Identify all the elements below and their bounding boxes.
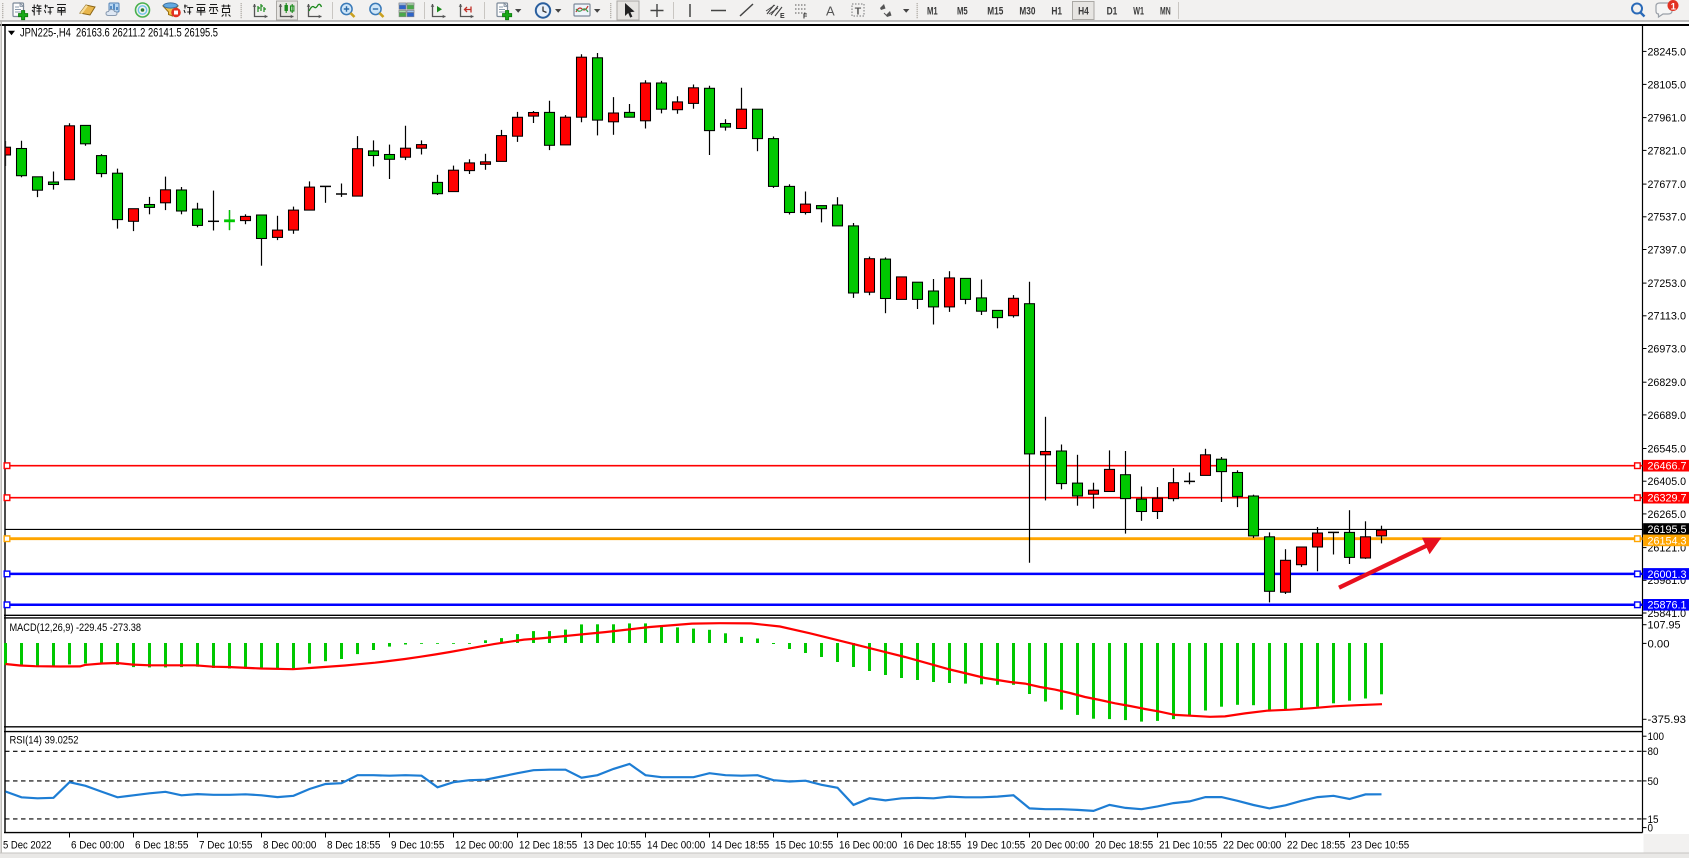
svg-text:MN: MN: [1160, 6, 1171, 18]
svg-text:26689.0: 26689.0: [1648, 410, 1687, 422]
svg-text:20 Dec 18:55: 20 Dec 18:55: [1095, 840, 1153, 852]
svg-text:5 Dec 2022: 5 Dec 2022: [3, 840, 52, 852]
svg-text:25876.1: 25876.1: [1648, 600, 1687, 612]
svg-text:26973.0: 26973.0: [1648, 343, 1687, 355]
svg-text:27253.0: 27253.0: [1648, 278, 1687, 290]
svg-text:22 Dec 00:00: 22 Dec 00:00: [1223, 840, 1281, 852]
svg-text:1: 1: [1671, 2, 1677, 13]
svg-text:MACD(12,26,9) -229.45 -273.38: MACD(12,26,9) -229.45 -273.38: [10, 622, 142, 634]
svg-text:26154.3: 26154.3: [1648, 535, 1687, 547]
svg-text:M1: M1: [927, 6, 938, 18]
svg-text:8 Dec 00:00: 8 Dec 00:00: [263, 840, 316, 852]
svg-text:F: F: [803, 14, 808, 21]
svg-text:26001.3: 26001.3: [1648, 569, 1687, 581]
svg-text:28105.0: 28105.0: [1648, 79, 1687, 91]
svg-text:80: 80: [1648, 746, 1659, 758]
svg-text:12 Dec 00:00: 12 Dec 00:00: [455, 840, 513, 852]
svg-text:27961.0: 27961.0: [1648, 113, 1687, 125]
svg-text:27821.0: 27821.0: [1648, 145, 1687, 157]
svg-text:107.95: 107.95: [1648, 620, 1681, 632]
svg-text:16 Dec 00:00: 16 Dec 00:00: [839, 840, 897, 852]
svg-text:19 Dec 10:55: 19 Dec 10:55: [967, 840, 1025, 852]
svg-text:13 Dec 10:55: 13 Dec 10:55: [583, 840, 641, 852]
svg-text:26829.0: 26829.0: [1648, 377, 1687, 389]
svg-text:6 Dec 18:55: 6 Dec 18:55: [135, 840, 188, 852]
svg-text:26466.7: 26466.7: [1648, 461, 1687, 473]
svg-text:100: 100: [1648, 731, 1665, 743]
svg-text:16 Dec 18:55: 16 Dec 18:55: [903, 840, 961, 852]
svg-text:25841.0: 25841.0: [1648, 608, 1687, 620]
svg-text:7 Dec 10:55: 7 Dec 10:55: [199, 840, 252, 852]
svg-text:22 Dec 18:55: 22 Dec 18:55: [1287, 840, 1345, 852]
svg-text:26545.0: 26545.0: [1648, 443, 1687, 455]
svg-text:JPN225-,H4 26163.6 26211.2 26: JPN225-,H4 26163.6 26211.2 26141.5 26195…: [20, 28, 218, 40]
svg-text:H4: H4: [1078, 6, 1089, 18]
svg-text:M5: M5: [957, 6, 968, 18]
svg-text:14 Dec 00:00: 14 Dec 00:00: [647, 840, 705, 852]
svg-text:6 Dec 00:00: 6 Dec 00:00: [71, 840, 124, 852]
svg-text:H1: H1: [1051, 6, 1062, 18]
svg-text:23 Dec 10:55: 23 Dec 10:55: [1351, 840, 1409, 852]
svg-text:0.00: 0.00: [1648, 638, 1670, 650]
svg-text:21 Dec 10:55: 21 Dec 10:55: [1159, 840, 1217, 852]
svg-text:W1: W1: [1133, 6, 1144, 18]
svg-text:26195.5: 26195.5: [1648, 524, 1687, 536]
svg-text:26329.7: 26329.7: [1648, 493, 1687, 505]
svg-text:M15: M15: [987, 6, 1003, 18]
svg-text:26405.0: 26405.0: [1648, 476, 1687, 488]
svg-text:50: 50: [1648, 776, 1659, 788]
svg-text:D1: D1: [1107, 6, 1118, 18]
svg-text:-375.93: -375.93: [1648, 714, 1687, 726]
svg-text:20 Dec 00:00: 20 Dec 00:00: [1031, 840, 1089, 852]
svg-text:A: A: [826, 4, 835, 19]
svg-text:26265.0: 26265.0: [1648, 509, 1687, 521]
svg-text:15: 15: [1648, 814, 1659, 826]
svg-text:9 Dec 10:55: 9 Dec 10:55: [391, 840, 444, 852]
svg-text:E: E: [780, 13, 785, 20]
svg-text:0: 0: [1648, 823, 1654, 835]
svg-text:15 Dec 10:55: 15 Dec 10:55: [775, 840, 833, 852]
svg-text:M30: M30: [1019, 6, 1035, 18]
svg-text:27397.0: 27397.0: [1648, 244, 1687, 256]
svg-text:RSI(14) 39.0252: RSI(14) 39.0252: [10, 735, 79, 747]
svg-text:12 Dec 18:55: 12 Dec 18:55: [519, 840, 577, 852]
svg-text:28245.0: 28245.0: [1648, 46, 1687, 58]
svg-text:8 Dec 18:55: 8 Dec 18:55: [327, 840, 380, 852]
svg-text:T: T: [855, 6, 862, 18]
svg-text:14 Dec 18:55: 14 Dec 18:55: [711, 840, 769, 852]
svg-text:27537.0: 27537.0: [1648, 212, 1687, 224]
svg-text:27113.0: 27113.0: [1648, 311, 1687, 323]
svg-text:27677.0: 27677.0: [1648, 179, 1687, 191]
